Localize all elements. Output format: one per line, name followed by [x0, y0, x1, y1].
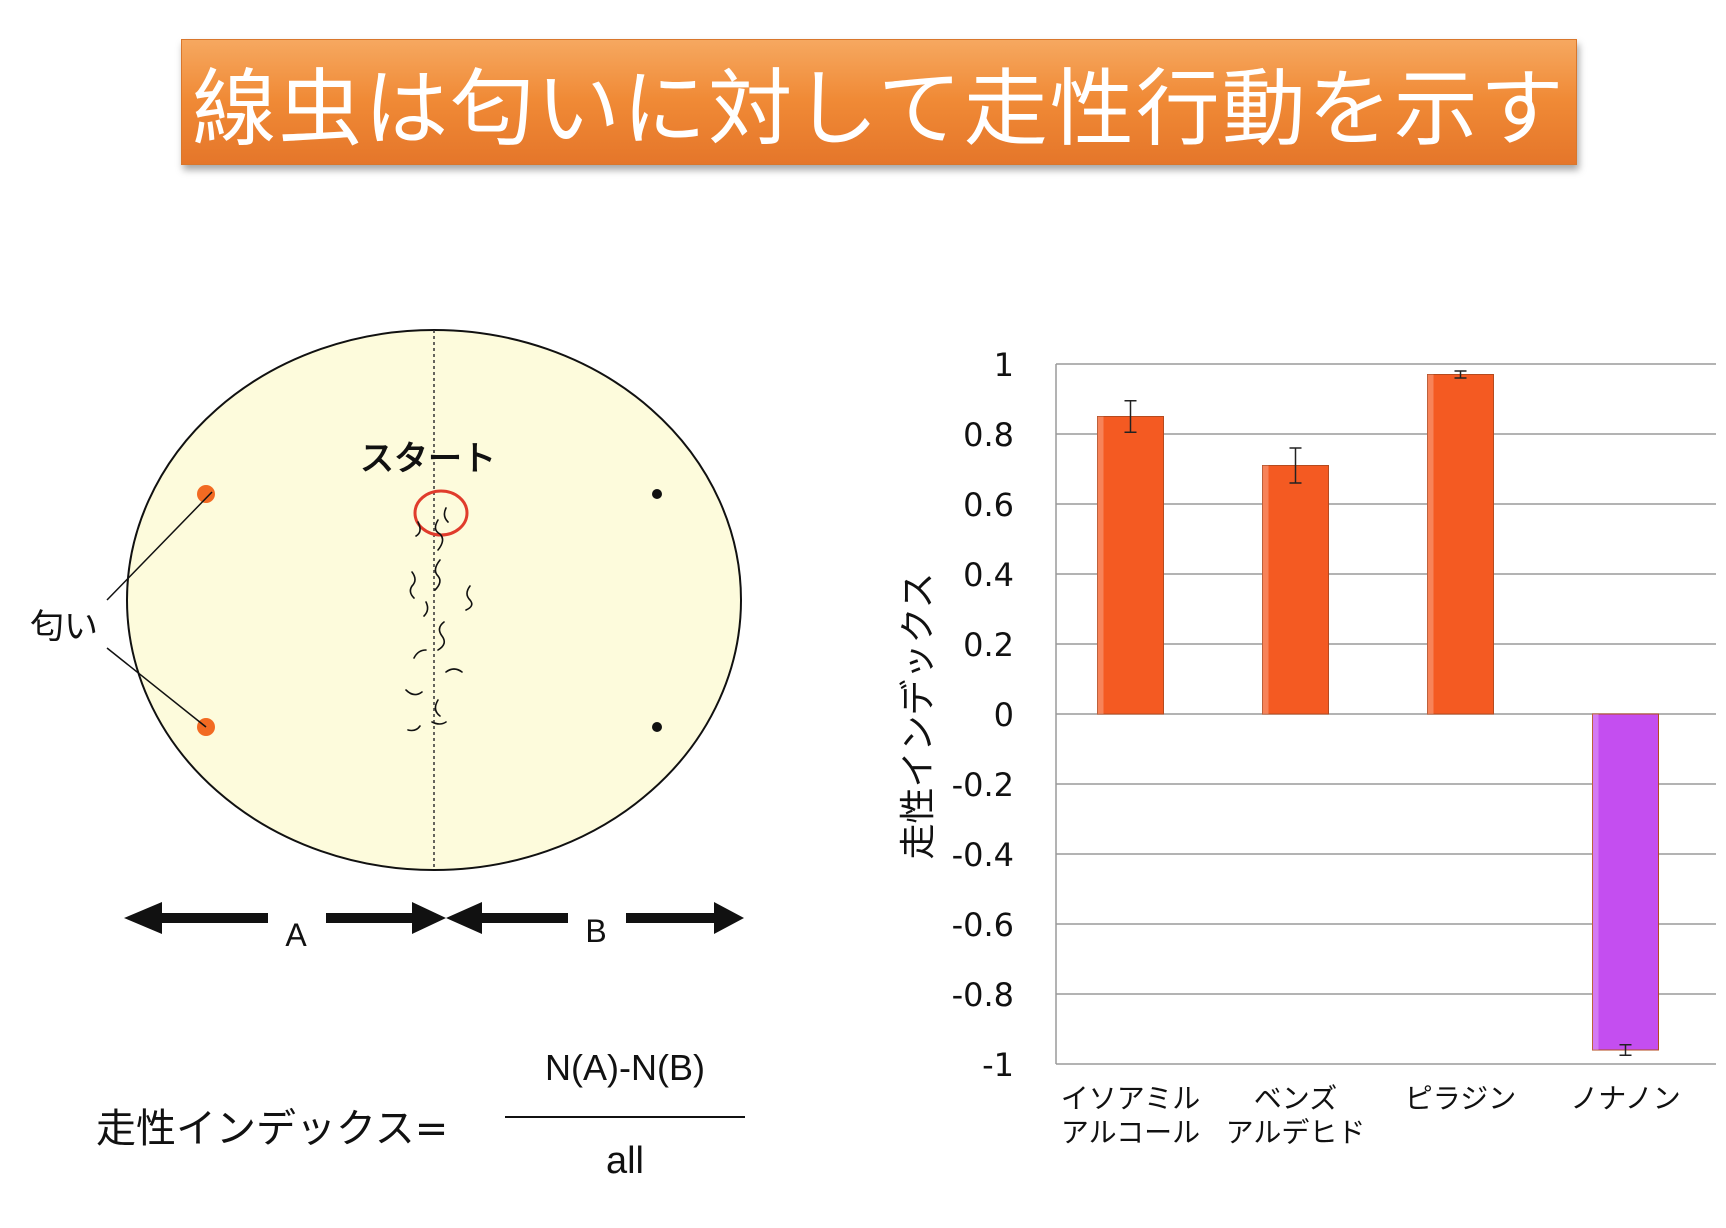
y-tick-label: -0.6: [952, 906, 1014, 944]
y-tick-label: -0.4: [952, 836, 1014, 874]
worm: [445, 668, 463, 673]
y-tick-label: 0.2: [963, 626, 1014, 664]
odor-spot-top: [197, 485, 215, 503]
bar: [1427, 374, 1494, 715]
worm: [434, 559, 441, 591]
y-tick-label: 0.4: [963, 556, 1014, 594]
x-category-label: アルコール: [1061, 1116, 1200, 1149]
region-arrows: [124, 902, 744, 934]
worm: [409, 571, 416, 599]
worm: [431, 721, 447, 725]
y-tick-label: 0.8: [963, 416, 1014, 454]
region-b-label: B: [585, 913, 606, 949]
worm: [407, 725, 421, 732]
y-tick-label: 0: [994, 696, 1014, 734]
control-spot-top: [652, 489, 662, 499]
arrow-a-right-head: [412, 902, 446, 934]
bar: [1097, 416, 1164, 715]
formula-label: 走性インデックス=: [96, 1106, 449, 1152]
arrow-b-left-shaft: [480, 913, 568, 923]
x-category-label: ベンズ: [1254, 1082, 1337, 1115]
arrow-b-right-head: [714, 902, 744, 934]
y-tick-labels: 1 0.8 0.6 0.4 0.2 0 -0.2 -0.4 -0.6 -0.8 -1: [952, 346, 1014, 1084]
y-axis-label: 走性インデックス: [898, 573, 939, 860]
y-tick-label: -0.8: [952, 976, 1014, 1014]
worm: [434, 519, 444, 551]
y-tick-label: 0.6: [963, 486, 1014, 524]
chart-error-bars: [1124, 370, 1632, 1056]
worm: [434, 699, 441, 717]
bar: [1592, 713, 1659, 1051]
title-banner: 線虫は匂いに対して走性行動を示す: [181, 39, 1577, 165]
arrow-b-left-head: [446, 902, 482, 934]
arrow-b-right-shaft: [626, 913, 718, 923]
y-tick-label: 1: [994, 346, 1014, 384]
y-tick-label: -1: [982, 1046, 1014, 1084]
worm: [415, 521, 421, 537]
odor-label: 匂い: [30, 607, 98, 647]
x-category-label: イソアミル: [1061, 1082, 1200, 1115]
formula-denominator: all: [605, 1140, 645, 1182]
arrow-a-right-shaft: [326, 913, 416, 923]
region-a-label: A: [285, 917, 307, 953]
start-label: スタート: [360, 439, 496, 479]
x-category-label: ピラジン: [1405, 1082, 1516, 1115]
bar-highlight: [1262, 465, 1269, 714]
formula-numerator: N(A)-N(B): [545, 1047, 705, 1088]
x-category-label: アルデヒド: [1226, 1116, 1366, 1149]
worm: [405, 689, 423, 696]
bar: [1262, 465, 1329, 715]
worm: [443, 507, 449, 523]
x-category-label: ノナノン: [1570, 1082, 1681, 1115]
worms: [405, 507, 473, 732]
bar-highlight: [1427, 374, 1434, 714]
y-tick-label: -0.2: [952, 766, 1014, 804]
bar-highlight: [1592, 714, 1599, 1050]
worm: [413, 649, 427, 659]
formula-fraction-bar: [505, 1116, 745, 1118]
control-spot-bottom: [652, 722, 662, 732]
worm: [423, 601, 429, 617]
chart-bars: [1097, 374, 1659, 1051]
odor-pointer-bottom: [106, 647, 207, 728]
arrow-a-left-head: [124, 902, 162, 934]
worm: [437, 621, 446, 651]
page-title: 線虫は匂いに対して走性行動を示す: [192, 59, 1566, 158]
odor-pointer-top: [106, 491, 213, 601]
bar-highlight: [1097, 416, 1104, 714]
worm: [465, 585, 473, 611]
arrow-a-left-shaft: [160, 913, 268, 923]
